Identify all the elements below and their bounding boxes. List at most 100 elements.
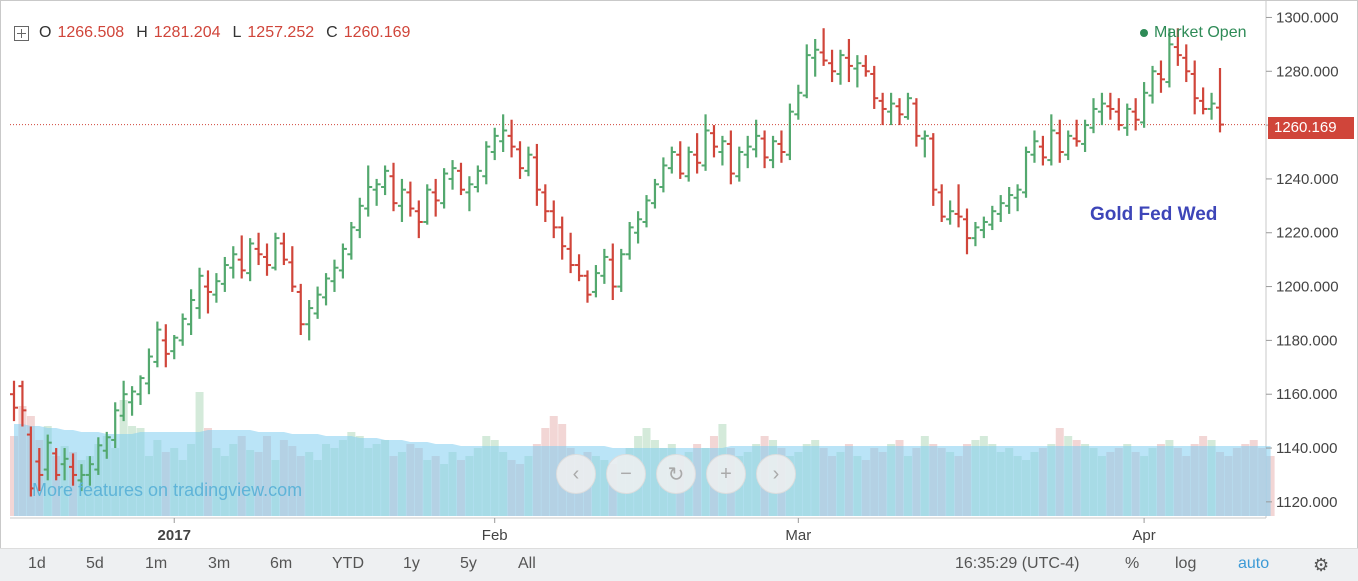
ohlc-bar — [693, 133, 702, 174]
ohlc-bar — [111, 402, 120, 449]
ohlc-bar — [659, 157, 668, 193]
ohlc-legend: O 1266.508 H 1281.204 L 1257.252 C 1260.… — [14, 24, 416, 42]
ohlc-bar — [566, 232, 575, 274]
ohlc-bar — [1047, 114, 1056, 166]
range-5d-button[interactable]: 5d — [86, 555, 104, 572]
auto-scale-button[interactable]: auto — [1238, 555, 1270, 572]
reset-button[interactable]: ↻ — [656, 454, 696, 494]
ohlc-bar — [220, 256, 229, 292]
ohlc-bar — [1081, 119, 1090, 153]
chart-navigation: ‹ − ↻ + › — [556, 454, 796, 494]
ohlc-bar — [828, 49, 837, 83]
ohlc-bar — [178, 313, 187, 346]
scroll-right-button[interactable]: › — [756, 454, 796, 494]
log-scale-button[interactable]: log — [1175, 555, 1197, 572]
ohlc-bar — [305, 300, 314, 341]
range-3m-button[interactable]: 3m — [208, 555, 231, 572]
range-all-button[interactable]: All — [518, 555, 536, 572]
ohlc-bar — [229, 246, 238, 279]
ohlc-bar — [128, 386, 137, 416]
ohlc-bar — [929, 133, 938, 206]
ohlc-bar — [423, 184, 432, 225]
ohlc-bar — [473, 165, 482, 193]
percent-scale-button[interactable]: % — [1125, 555, 1140, 572]
ohlc-bar — [119, 380, 128, 422]
ohlc-bar — [1030, 130, 1039, 163]
ohlc-bar — [355, 197, 364, 239]
range-ytd-button[interactable]: YTD — [332, 555, 364, 572]
ohlc-bar — [684, 146, 693, 182]
ohlc-bar — [760, 130, 769, 169]
ohlc-bar — [988, 205, 997, 231]
range-1d-button[interactable]: 1d — [28, 555, 46, 572]
ohlc-bar — [1148, 65, 1157, 104]
ohlc-bar — [583, 270, 592, 303]
ohlc-bar — [549, 200, 558, 239]
ohlc-bar — [296, 283, 305, 336]
ohlc-bar — [372, 178, 381, 206]
zoom-out-button[interactable]: − — [606, 454, 646, 494]
ohlc-bar — [608, 243, 617, 301]
ohlc-bar — [836, 49, 845, 85]
ohlc-bar — [246, 238, 255, 282]
ohlc-bar — [43, 434, 52, 481]
ohlc-bar — [195, 267, 204, 319]
zoom-in-button[interactable]: + — [706, 454, 746, 494]
ohlc-bar — [541, 184, 550, 222]
close-label: C — [326, 24, 338, 41]
ohlc-bar — [971, 221, 980, 247]
ohlc-bar — [946, 200, 955, 225]
time-axis-label: Mar — [785, 527, 811, 544]
market-status-dot-icon — [1140, 29, 1148, 37]
ohlc-bar — [516, 141, 525, 179]
close-value: 1260.169 — [343, 24, 411, 41]
time-axis-label: Apr — [1132, 527, 1155, 544]
ohlc-bar — [203, 270, 212, 314]
ohlc-bar — [844, 38, 853, 83]
chart-annotation: Gold Fed Wed — [1090, 204, 1218, 225]
ohlc-bar — [1182, 44, 1191, 83]
ohlc-bar — [490, 127, 499, 161]
clock-text: 16:35:29 (UTC-4) — [955, 555, 1080, 572]
price-axis-label: 1220.000 — [1276, 225, 1339, 242]
ohlc-bar — [1089, 98, 1098, 134]
crosshair-toggle-icon[interactable] — [14, 25, 29, 41]
ohlc-bar — [364, 165, 373, 217]
range-6m-button[interactable]: 6m — [270, 555, 293, 572]
ohlc-bar — [1199, 87, 1208, 115]
ohlc-bar — [558, 216, 567, 260]
ohlc-bar — [389, 162, 398, 212]
ohlc-bar — [878, 92, 887, 126]
ohlc-bar — [69, 453, 78, 486]
ohlc-bar — [288, 246, 297, 292]
ohlc-bar — [575, 254, 584, 282]
settings-gear-icon[interactable]: ⚙ — [1313, 555, 1330, 575]
ohlc-bar — [726, 130, 735, 185]
watermark-link[interactable]: More features on tradingview.com — [32, 480, 303, 500]
ohlc-bar — [279, 232, 288, 266]
ohlc-bar — [667, 146, 676, 174]
ohlc-bar — [1114, 98, 1123, 131]
range-5y-button[interactable]: 5y — [460, 555, 477, 572]
ohlc-bar — [532, 143, 541, 206]
ohlc-bar — [1140, 82, 1149, 128]
bottom-toolbar: 1d 5d 1m 3m 6m YTD 1y 5y All 16:35:29 (U… — [0, 548, 1358, 581]
price-axis-label: 1180.000 — [1276, 332, 1337, 349]
range-1m-button[interactable]: 1m — [145, 555, 168, 572]
ohlc-bar — [1131, 98, 1140, 131]
ohlc-bar — [709, 125, 718, 158]
ohlc-bar — [465, 176, 474, 212]
ohlc-bar — [35, 448, 44, 492]
scroll-left-button[interactable]: ‹ — [556, 454, 596, 494]
ohlc-bar — [1038, 135, 1047, 166]
ohlc-bar — [895, 98, 904, 126]
ohlc-bar — [743, 135, 752, 169]
range-1y-button[interactable]: 1y — [403, 555, 420, 572]
ohlc-bar — [212, 273, 221, 303]
ohlc-bar — [102, 431, 111, 459]
ohlc-bar — [718, 135, 727, 166]
ohlc-bar — [1190, 60, 1199, 115]
ohlc-bar — [18, 380, 27, 427]
ohlc-bar — [52, 448, 61, 481]
ohlc-bar — [144, 348, 153, 395]
